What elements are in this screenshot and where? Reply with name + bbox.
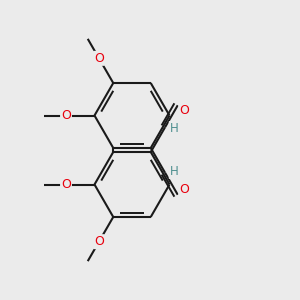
Text: H: H <box>170 165 178 178</box>
Text: O: O <box>94 52 104 65</box>
Text: O: O <box>179 104 189 117</box>
Text: O: O <box>94 235 104 248</box>
Text: O: O <box>179 183 189 196</box>
Text: O: O <box>61 178 71 191</box>
Text: O: O <box>61 109 71 122</box>
Text: H: H <box>170 122 178 135</box>
